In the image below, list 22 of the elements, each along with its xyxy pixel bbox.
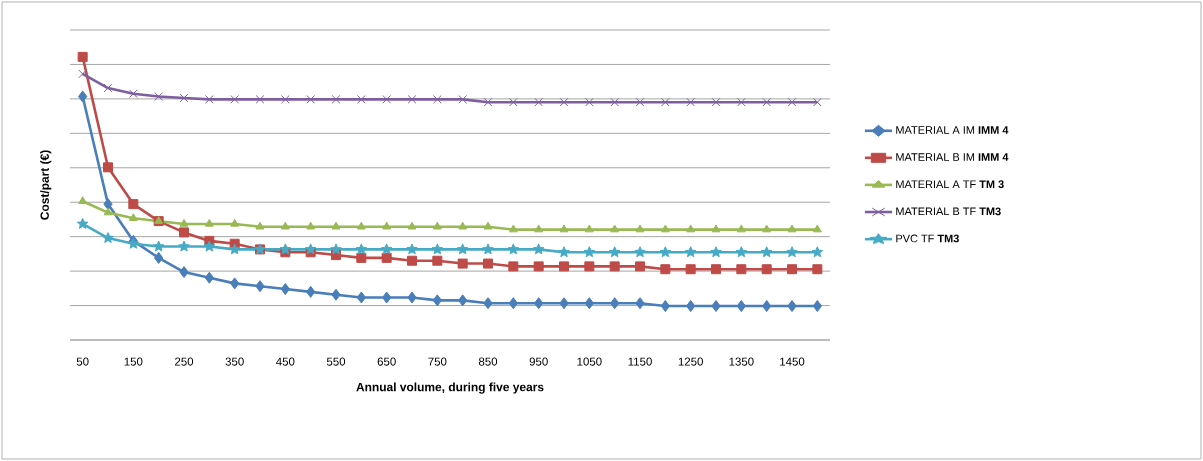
- x-tick-label: 50: [76, 357, 89, 366]
- x-tick-label: 1150: [628, 357, 652, 366]
- legend-label: MATERIAL B IM IMM 4: [896, 153, 1009, 161]
- x-tick-label: 650: [377, 357, 396, 366]
- x-tick-label: 850: [478, 357, 498, 366]
- x-tick-label: 450: [276, 357, 295, 366]
- x-tick-label: 1450: [780, 357, 805, 366]
- x-tick-label: 950: [529, 357, 548, 366]
- x-tick-label: 1050: [577, 357, 602, 366]
- legend-label: PVC TF TM3: [896, 234, 959, 243]
- x-axis-title: Annual volume, during five years: [356, 382, 544, 394]
- x-tick-label: 150: [124, 357, 143, 366]
- x-tick-label: 1250: [678, 357, 703, 366]
- x-tick-label: 250: [175, 357, 194, 366]
- x-tick-label: 750: [428, 357, 447, 366]
- x-tick-label: 1350: [729, 357, 754, 366]
- y-axis-title: Cost/part (€): [40, 150, 52, 220]
- legend-label: MATERIAL A TF TM 3: [896, 180, 1004, 189]
- legend-label: MATERIAL B TF TM3: [896, 207, 1001, 216]
- x-tick-label: 550: [326, 357, 346, 366]
- x-tick-label: 350: [225, 357, 244, 366]
- legend-label: MATERIAL A IM IMM 4: [896, 126, 1009, 134]
